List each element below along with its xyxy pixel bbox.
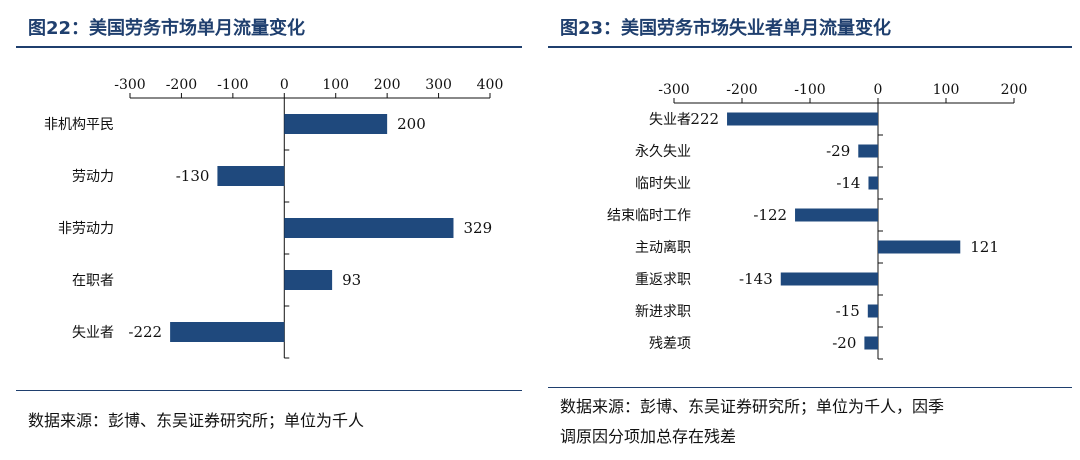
category-label: 在职者 xyxy=(72,273,114,289)
bar xyxy=(727,112,878,126)
data-label: 329 xyxy=(463,219,492,237)
x-tick-label: 100 xyxy=(933,82,960,98)
figure-23-bar-chart: -300 -200 -100 0 100 200 失业者-222 永久失业 -29 临时失业 -14… xyxy=(607,82,1028,360)
figure-22-source-note: 数据来源：彭博、东吴证券研究所；单位为千人 xyxy=(28,406,364,436)
data-label: 93 xyxy=(342,271,361,289)
data-label: -130 xyxy=(176,167,210,185)
x-tick-label: -100 xyxy=(794,82,825,98)
data-label: 200 xyxy=(397,115,426,133)
x-tick-label: 0 xyxy=(874,82,883,98)
data-label: -122 xyxy=(753,206,787,224)
figure-23-source-note: 数据来源：彭博、东吴证券研究所；单位为千人，因季 调原因分项加总存在残差 xyxy=(560,392,944,452)
category-label: 新进求职 xyxy=(635,304,691,320)
data-label: 121 xyxy=(970,238,999,256)
category-label: 临时失业 xyxy=(635,176,691,192)
x-tick-label: 300 xyxy=(425,77,452,93)
category-label: 劳动力 xyxy=(72,169,114,185)
figure-22-title-rule xyxy=(16,46,522,48)
bar xyxy=(878,240,961,254)
bar xyxy=(284,114,388,134)
bar xyxy=(284,270,333,290)
x-tick-label: -100 xyxy=(217,77,248,93)
bar xyxy=(867,304,878,318)
bar xyxy=(284,218,454,238)
category-label: 永久失业 xyxy=(635,144,691,160)
category-label: 主动离职 xyxy=(635,239,691,256)
x-tick-label: 200 xyxy=(1001,82,1028,98)
figure-23-source-line-2: 调原因分项加总存在残差 xyxy=(560,427,737,446)
figure-22-title: 图22：美国劳务市场单月流量变化 xyxy=(28,18,306,39)
category-label: 非劳动力 xyxy=(58,221,114,237)
bar xyxy=(864,336,878,350)
category-label: 非机构平民 xyxy=(44,117,114,133)
bar xyxy=(868,176,878,190)
figure-23-title-rule xyxy=(548,46,1072,48)
category-label: 残差项 xyxy=(649,336,691,352)
data-label: -222 xyxy=(685,110,719,128)
x-tick-label: -200 xyxy=(166,77,197,93)
data-label: -222 xyxy=(128,323,162,341)
figure-22-bar-chart: -300 -200 -100 0 100 200 300 400 非机构平民 200 劳动力 -130… xyxy=(44,77,504,359)
x-tick-label: 200 xyxy=(374,77,401,93)
category-label: 失业者 xyxy=(72,325,114,341)
x-tick-label: 100 xyxy=(322,77,349,93)
figure-23-source-line-1: 数据来源：彭博、东吴证券研究所；单位为千人，因季 xyxy=(560,397,945,416)
category-label: 重返求职 xyxy=(635,272,691,288)
x-tick-label: -300 xyxy=(114,77,145,93)
data-label: -29 xyxy=(826,142,850,160)
figure-22-source-line-1: 数据来源：彭博、东吴证券研究所；单位为千人 xyxy=(28,411,365,430)
bar xyxy=(858,144,878,158)
x-tick-label: 0 xyxy=(280,77,289,93)
bar xyxy=(795,208,878,222)
x-tick-label: -300 xyxy=(658,82,689,98)
bar xyxy=(170,322,285,342)
data-label: -15 xyxy=(836,302,860,320)
data-label: -14 xyxy=(836,174,860,192)
figure-22-source-rule xyxy=(16,390,522,391)
figure-23-panel: 图23：美国劳务市场失业者单月流量变化 -300 -200 -100 0 100 200 失… xyxy=(540,0,1080,460)
figure-23-source-rule xyxy=(548,387,1072,388)
category-label: 结束临时工作 xyxy=(607,208,691,224)
bar xyxy=(780,272,878,286)
x-tick-label: 400 xyxy=(477,77,504,93)
data-label: -143 xyxy=(739,270,773,288)
category-label: 失业者 xyxy=(649,112,691,128)
bar xyxy=(217,166,285,186)
x-tick-label: -200 xyxy=(726,82,757,98)
figure-22-panel: 图22：美国劳务市场单月流量变化 -300 -200 -100 0 100 200 300 4… xyxy=(0,0,530,460)
figure-23-title: 图23：美国劳务市场失业者单月流量变化 xyxy=(560,18,892,39)
data-label: -20 xyxy=(832,334,856,352)
